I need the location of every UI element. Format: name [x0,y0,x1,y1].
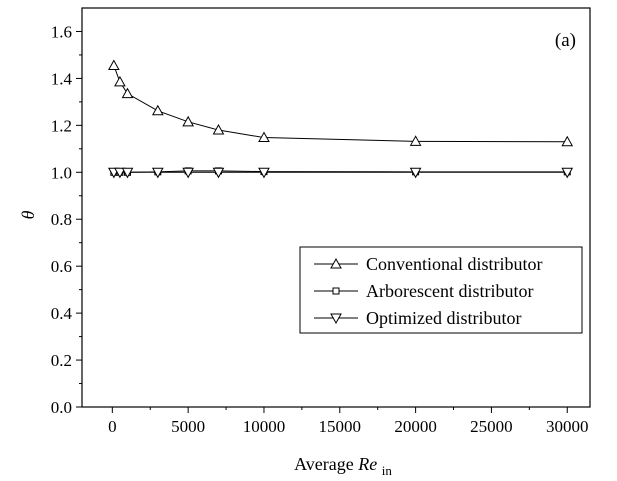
data-point [409,135,422,146]
legend-marker [332,287,340,295]
y-tick-label: 0.8 [51,210,72,229]
legend-marker [330,313,342,325]
x-tick-label: 5000 [171,417,205,436]
legend-label: Optimized distributor [366,308,521,328]
legend-label: Arborescent distributor [366,281,533,301]
data-point [561,135,574,147]
series-line [113,65,568,143]
y-tick-label: 0.2 [51,351,72,370]
y-tick-label: 0.6 [51,257,72,276]
data-point [121,167,134,179]
data-point [561,167,574,179]
x-tick-label: 10000 [243,417,286,436]
y-axis-title: θ [18,210,38,219]
legend: Conventional distributor Arborescent dist… [299,246,583,334]
x-tick-label: 0 [108,417,117,436]
series-triangle-down [107,167,574,179]
data-point [212,167,225,179]
series-triangle-up [107,59,574,147]
x-tick-label: 25000 [470,417,513,436]
legend-item: Optimized distributor [314,308,521,328]
y-axis: 0.0 0.2 0.4 0.6 0.8 1.0 1.2 1.4 1.6 [51,22,82,417]
data-point [114,75,126,87]
legend-item: Arborescent distributor [314,281,533,301]
data-point [121,87,134,99]
data-point [258,167,270,179]
data-point [107,59,120,71]
x-axis-title-prefix: Average [294,454,354,474]
x-axis-title-subscript: in [382,463,393,478]
plot-area [81,7,591,408]
legend-label: Conventional distributor [366,254,542,274]
data-point [409,167,422,179]
y-tick-label: 0.0 [51,398,72,417]
legend-marker [330,257,342,269]
x-tick-label: 30000 [546,417,589,436]
data-point [182,115,194,127]
x-axis-title: Average Re in [294,454,392,478]
data-point [151,167,164,179]
x-axis: 0 5000 10000 15000 20000 25000 30000 [108,407,589,436]
y-tick-label: 1.4 [51,69,73,88]
x-tick-label: 15000 [319,417,362,436]
data-point [258,131,270,143]
data-point [182,167,194,179]
panel-label: (a) [555,30,576,51]
x-axis-title-symbol: Re [357,454,377,474]
data-point [212,124,225,135]
y-tick-label: 1.0 [51,163,72,182]
legend-box [299,246,583,334]
y-tick-label: 1.6 [51,22,72,41]
series-square [110,167,571,176]
y-tick-label: 1.2 [51,116,72,135]
plot-frame [81,7,591,408]
legend-item: Conventional distributor [314,254,542,274]
data-point [151,104,164,116]
series-layer [107,59,574,179]
x-tick-label: 20000 [394,417,437,436]
y-tick-label: 0.4 [51,304,73,323]
data-point [114,167,126,179]
